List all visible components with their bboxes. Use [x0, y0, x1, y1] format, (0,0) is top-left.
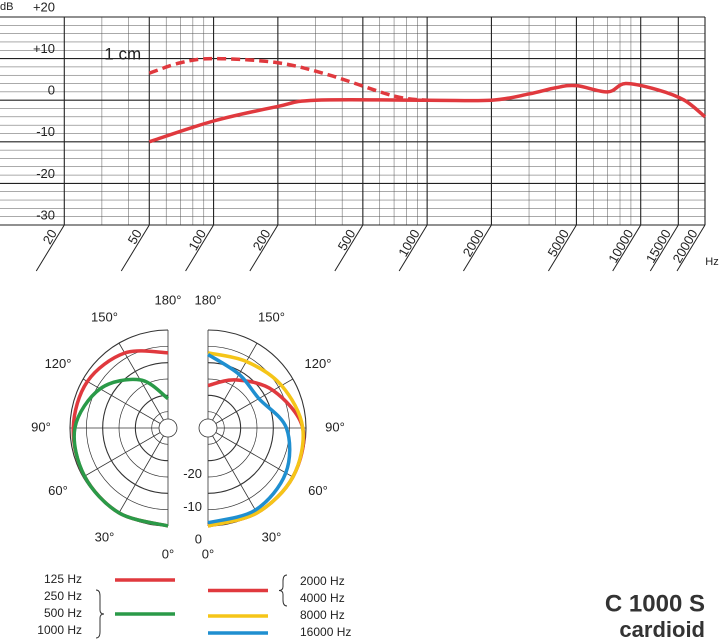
- y-tick-label: -30: [36, 207, 55, 222]
- y-tick-label: 0: [48, 83, 55, 98]
- spoke: [118, 342, 169, 429]
- angle-label: 90°: [31, 419, 51, 434]
- spoke: [207, 342, 258, 429]
- angle-label: 120°: [45, 356, 72, 371]
- angle-label: 30°: [262, 529, 282, 544]
- x-tick-label: 100: [185, 227, 209, 253]
- angle-label: 0°: [202, 546, 214, 561]
- legend-label: 4000 Hz: [300, 591, 345, 605]
- angle-label: 0°: [162, 546, 174, 561]
- x-tick-mark: [35, 224, 65, 272]
- spoke: [82, 378, 169, 429]
- x-tick-mark: [547, 224, 577, 272]
- y-tick-label: -20: [36, 166, 55, 181]
- polar-curve: [207, 353, 292, 525]
- r-tick-label: 0: [195, 531, 202, 546]
- legend-brace: [278, 574, 288, 607]
- legend-brace: [95, 589, 105, 639]
- response-curve: [148, 56, 428, 102]
- polar-curve: [72, 377, 170, 528]
- x-tick-mark: [120, 224, 150, 272]
- x-tick-mark: [334, 224, 364, 272]
- y-tick-label: -10: [36, 124, 55, 139]
- curve-annotation: 1 cm: [104, 45, 141, 64]
- x-tick-label: 10000: [605, 227, 636, 266]
- x-tick-label: 2000: [460, 227, 487, 260]
- center-hole: [198, 418, 218, 438]
- polar-curve: [207, 351, 305, 528]
- legend-label: 250 Hz: [44, 589, 82, 603]
- x-tick-mark: [463, 224, 492, 272]
- x-tick-mark: [612, 224, 642, 272]
- model-title: C 1000 S: [605, 590, 705, 617]
- spoke: [82, 427, 169, 478]
- spoke: [207, 427, 294, 478]
- x-tick-mark: [398, 224, 428, 272]
- angle-label: 30°: [95, 529, 115, 544]
- x-tick-mark: [249, 224, 279, 272]
- x-tick-mark: [676, 224, 706, 272]
- x-tick-label: 1000: [395, 227, 422, 260]
- angle-label: 120°: [305, 356, 332, 371]
- y-axis-label: dB: [0, 1, 13, 13]
- angle-label: 150°: [91, 309, 118, 324]
- y-tick-label: +20: [33, 0, 55, 14]
- response-curve: [148, 81, 707, 144]
- legend-label: 16000 Hz: [300, 625, 351, 639]
- spoke: [207, 427, 258, 514]
- y-tick-label: +10: [33, 41, 55, 56]
- angle-label: 90°: [325, 419, 345, 434]
- angle-label: 60°: [48, 483, 68, 498]
- angle-label: 180°: [155, 292, 182, 307]
- spoke: [207, 378, 294, 429]
- center-hole: [158, 418, 178, 438]
- spoke: [118, 427, 169, 514]
- legend-label: 8000 Hz: [300, 608, 345, 622]
- angle-label: 180°: [195, 292, 222, 307]
- x-tick-label: 200: [250, 227, 274, 253]
- x-tick-label: 15000: [643, 227, 674, 266]
- x-tick-label: 500: [335, 227, 359, 253]
- legend-label: 500 Hz: [44, 606, 82, 620]
- polar-curve: [71, 349, 169, 528]
- x-tick-label: 5000: [545, 227, 572, 260]
- legend-label: 1000 Hz: [37, 623, 82, 637]
- x-tick-mark: [649, 224, 679, 272]
- r-tick-label: -20: [183, 466, 202, 481]
- angle-label: 150°: [258, 309, 285, 324]
- x-axis-label: Hz: [705, 256, 718, 268]
- x-tick-label: 20: [40, 227, 60, 247]
- r-tick-label: -10: [183, 499, 202, 514]
- angle-label: 60°: [308, 483, 328, 498]
- x-tick-mark: [185, 224, 214, 272]
- legend-label: 2000 Hz: [300, 574, 345, 588]
- pattern-subtitle: cardioid: [619, 617, 705, 642]
- x-tick-label: 50: [125, 227, 145, 247]
- legend-label: 125 Hz: [44, 572, 82, 586]
